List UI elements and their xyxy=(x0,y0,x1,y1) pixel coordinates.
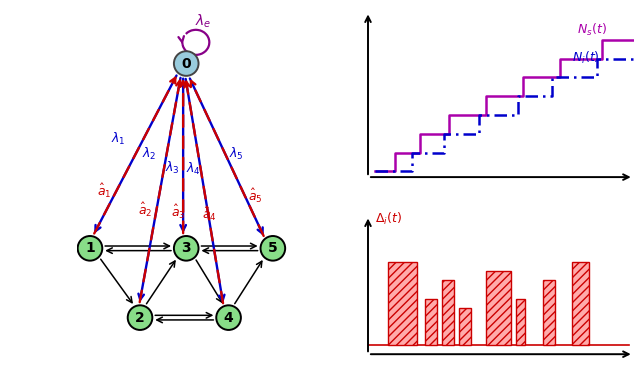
Text: $\lambda_2$: $\lambda_2$ xyxy=(142,146,157,162)
Bar xyxy=(486,271,511,345)
Text: $\hat{a}_1$: $\hat{a}_1$ xyxy=(97,181,111,200)
Text: 1: 1 xyxy=(85,241,95,255)
Text: 3: 3 xyxy=(181,241,191,255)
Text: $N_s(t)$: $N_s(t)$ xyxy=(577,22,607,38)
Text: $\Delta_i(t)$: $\Delta_i(t)$ xyxy=(376,211,403,227)
Text: $\hat{a}_5$: $\hat{a}_5$ xyxy=(248,187,263,206)
Text: $\hat{a}_2$: $\hat{a}_2$ xyxy=(138,201,152,219)
Bar xyxy=(543,280,555,345)
Bar xyxy=(388,262,417,345)
Text: $\lambda_4$: $\lambda_4$ xyxy=(186,161,202,177)
Circle shape xyxy=(216,305,241,330)
Text: 4: 4 xyxy=(224,311,234,325)
Text: 5: 5 xyxy=(268,241,278,255)
Bar xyxy=(424,299,437,345)
Circle shape xyxy=(77,236,102,261)
Text: $\lambda_3$: $\lambda_3$ xyxy=(164,159,179,176)
Text: $\hat{a}_3$: $\hat{a}_3$ xyxy=(171,203,186,221)
Circle shape xyxy=(128,305,152,330)
Bar xyxy=(516,299,525,345)
Text: $\hat{a}_4$: $\hat{a}_4$ xyxy=(202,204,217,223)
Text: $N_i(t)$: $N_i(t)$ xyxy=(572,50,600,67)
Text: 0: 0 xyxy=(181,57,191,70)
Bar xyxy=(572,262,589,345)
Text: $\lambda_e$: $\lambda_e$ xyxy=(195,12,212,30)
Text: $\lambda_5$: $\lambda_5$ xyxy=(229,146,244,162)
Bar xyxy=(459,308,471,345)
Circle shape xyxy=(174,236,198,261)
Text: $\lambda_1$: $\lambda_1$ xyxy=(111,131,125,147)
Bar xyxy=(442,280,454,345)
Circle shape xyxy=(174,51,198,76)
Circle shape xyxy=(260,236,285,261)
Text: 2: 2 xyxy=(135,311,145,325)
